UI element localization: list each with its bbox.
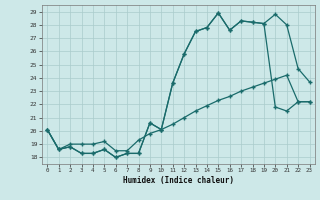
X-axis label: Humidex (Indice chaleur): Humidex (Indice chaleur) bbox=[123, 176, 234, 185]
